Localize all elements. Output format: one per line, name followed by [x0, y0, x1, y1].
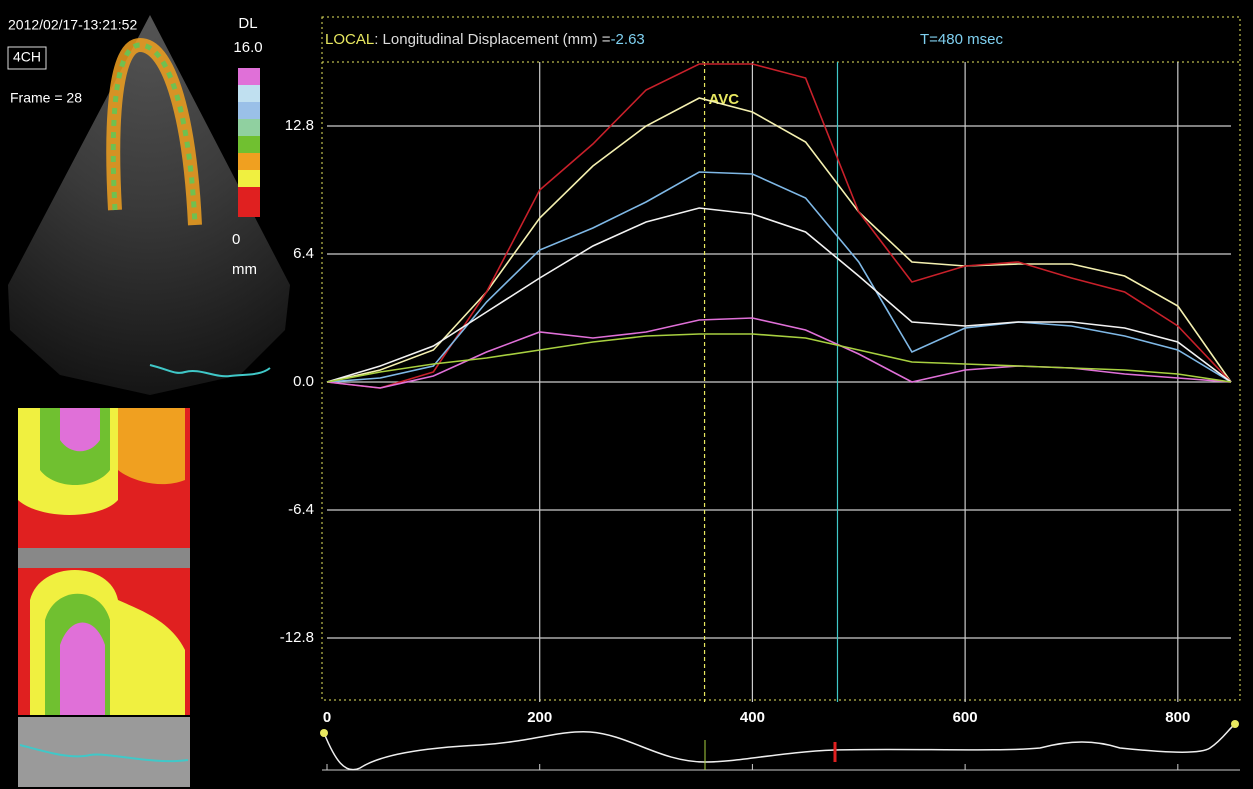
scale-name: DL [238, 15, 257, 32]
marker-label: AVC [709, 91, 740, 108]
frame-label: Frame = 28 [10, 90, 82, 106]
ecg-dot [1231, 720, 1239, 728]
timestamp: 2012/02/17-13:21:52 [8, 17, 137, 33]
measure: : Longitudinal Displacement (mm) = [374, 31, 611, 48]
scale-swatch [238, 153, 260, 170]
y-tick-label: 6.4 [293, 245, 314, 262]
y-tick-label: 0.0 [293, 373, 314, 390]
scale-swatch [238, 68, 260, 85]
scale-swatch [238, 136, 260, 153]
y-tick-label: 12.8 [285, 117, 314, 134]
ecg-dot [320, 729, 328, 737]
scale-swatch [238, 119, 260, 136]
view-label: 4CH [13, 49, 41, 65]
y-tick-label: -12.8 [280, 629, 314, 646]
scale-unit: mm [232, 261, 257, 278]
strain-map-band [60, 623, 105, 716]
screen: 2012/02/17-13:21:52 4CH Frame = 28 DL 16… [0, 0, 1253, 789]
strain-map-band [60, 408, 100, 451]
scale-swatch [238, 102, 260, 119]
scale-max: 16.0 [233, 39, 262, 56]
scale-min: 0 [232, 231, 240, 248]
x-tick-label: 0 [323, 709, 331, 726]
strain-map-band [118, 408, 185, 484]
x-tick-label: 200 [527, 709, 552, 726]
x-tick-label: 800 [1165, 709, 1190, 726]
y-tick-label: -6.4 [288, 501, 314, 518]
strain-map-band [18, 548, 190, 568]
scale-swatch [238, 85, 260, 102]
x-tick-label: 400 [740, 709, 765, 726]
x-tick-label: 600 [953, 709, 978, 726]
measure-value: -2.63 [611, 31, 645, 48]
time-label: T=480 msec [920, 31, 1003, 48]
mode-label: LOCAL: Longitudinal Displacement (mm) =-… [325, 31, 645, 48]
scale-swatch [238, 187, 260, 217]
mode: LOCAL [325, 31, 374, 48]
page: 2012/02/17-13:21:52 4CH Frame = 28 DL 16… [0, 0, 1253, 789]
scale-swatch [238, 170, 260, 187]
